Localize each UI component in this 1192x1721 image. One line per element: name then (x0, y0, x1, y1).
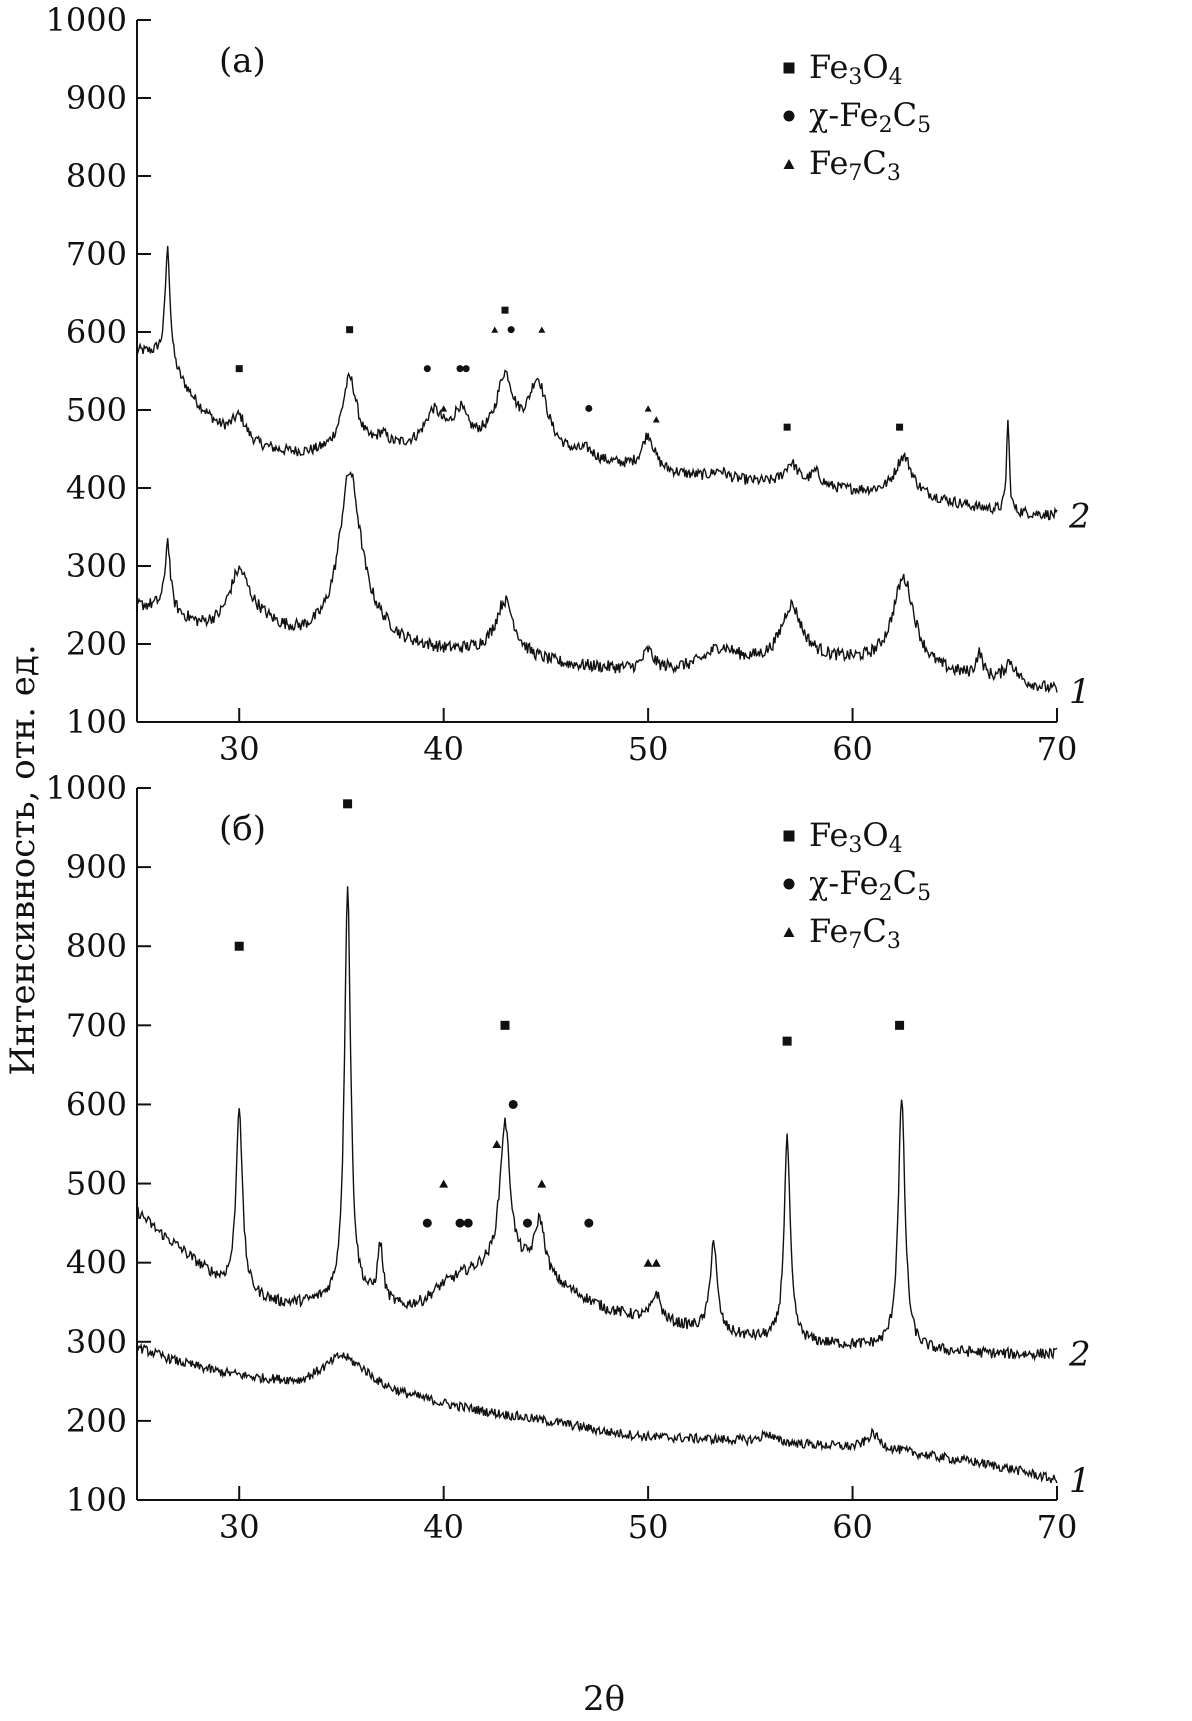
y-tick-label: 700 (66, 235, 127, 273)
phase-marker-circle (507, 326, 515, 334)
y-tick-label: 400 (66, 1244, 127, 1282)
phase-marker-square (782, 1036, 792, 1046)
y-tick-label: 500 (66, 1165, 127, 1203)
phase-marker-circle (423, 365, 431, 373)
legend-marker-square (783, 830, 795, 842)
series-line-1 (136, 1342, 1058, 1484)
x-tick-label: 30 (219, 730, 260, 768)
legend-label: χ-Fe2C5 (809, 864, 931, 906)
phase-marker-circle (522, 1218, 532, 1228)
phase-marker-square (500, 1020, 510, 1030)
phase-marker-triangle (439, 1179, 449, 1188)
x-axis-title: 2θ (583, 1679, 625, 1719)
y-tick-label: 800 (66, 927, 127, 965)
phase-marker-triangle (492, 1139, 502, 1149)
y-axis-title: Интенсивность, отн. ед. (3, 644, 43, 1075)
y-tick-label: 500 (66, 391, 127, 429)
y-tick-label: 200 (66, 625, 127, 663)
phase-marker-triangle (644, 405, 652, 412)
panel-label: (a) (219, 41, 266, 81)
y-tick-label: 900 (66, 79, 127, 117)
panel-label: (б) (219, 809, 266, 849)
y-tick-label: 400 (66, 469, 127, 507)
legend-label: Fe3O4 (809, 48, 903, 90)
x-tick-label: 30 (219, 1508, 260, 1546)
y-tick-label: 100 (66, 1481, 127, 1519)
y-tick-label: 600 (66, 1085, 127, 1123)
phase-marker-square (896, 423, 904, 431)
legend-marker-circle (783, 878, 795, 890)
y-tick-label: 1000 (46, 769, 127, 807)
series-label-2: 2 (1068, 1335, 1091, 1375)
phase-marker-circle (456, 365, 464, 373)
phase-marker-triangle (491, 326, 499, 333)
y-tick-label: 900 (66, 848, 127, 886)
legend-label: Fe3O4 (809, 816, 903, 858)
x-tick-label: 50 (628, 730, 669, 768)
y-tick-label: 300 (66, 547, 127, 585)
phase-marker-triangle (652, 416, 660, 423)
series-line-1 (136, 470, 1058, 694)
phase-marker-triangle (440, 405, 448, 412)
y-tick-label: 600 (66, 313, 127, 351)
y-tick-label: 700 (66, 1006, 127, 1044)
legend-marker-triangle (783, 159, 795, 169)
y-tick-label: 300 (66, 1323, 127, 1361)
phase-marker-triangle (651, 1258, 661, 1267)
phase-marker-square (234, 941, 244, 951)
phase-marker-circle (463, 1218, 473, 1228)
series-label-1: 1 (1069, 672, 1091, 712)
x-tick-label: 50 (628, 1508, 669, 1546)
panel-a: 100 200 300 400 500 600 700 800 900 1000 30 40 50 60 7… (46, 1, 1091, 768)
phase-marker-circle (508, 1099, 518, 1109)
panel-b: 100 200 300 400 500 600 700 800 900 1000 30 40 50 60 7… (46, 769, 1091, 1546)
y-tick-label: 100 (66, 703, 127, 741)
phase-marker-square (501, 306, 509, 314)
phase-marker-triangle (537, 1179, 547, 1188)
phase-marker-circle (462, 365, 470, 373)
series-line-2 (136, 886, 1058, 1362)
phase-marker-circle (455, 1218, 465, 1228)
legend-label: χ-Fe2C5 (809, 96, 931, 138)
legend-label: Fe7C3 (809, 912, 901, 954)
phase-marker-square (346, 326, 354, 334)
series-line-2 (136, 245, 1058, 521)
phase-marker-square (235, 365, 243, 373)
series-label-2: 2 (1068, 496, 1091, 536)
phase-marker-square (783, 423, 791, 431)
phase-marker-circle (422, 1218, 432, 1228)
x-tick-label: 40 (423, 1508, 464, 1546)
phase-marker-square (343, 799, 353, 809)
y-tick-label: 1000 (46, 1, 127, 39)
legend-marker-square (783, 62, 795, 74)
phase-marker-square (895, 1020, 905, 1030)
x-tick-label: 40 (423, 730, 464, 768)
x-tick-label: 60 (832, 1508, 873, 1546)
phase-marker-circle (584, 1218, 594, 1228)
x-tick-label: 70 (1037, 1508, 1078, 1546)
legend-marker-triangle (783, 927, 795, 937)
y-tick-label: 800 (66, 157, 127, 195)
phase-marker-triangle (643, 1258, 653, 1267)
legend-marker-circle (783, 110, 795, 122)
y-tick-label: 200 (66, 1402, 127, 1440)
series-label-1: 1 (1069, 1461, 1091, 1501)
phase-marker-triangle (538, 326, 546, 333)
phase-marker-circle (585, 404, 593, 412)
x-tick-label: 70 (1037, 730, 1078, 768)
legend-label: Fe7C3 (809, 144, 901, 186)
x-tick-label: 60 (832, 730, 873, 768)
